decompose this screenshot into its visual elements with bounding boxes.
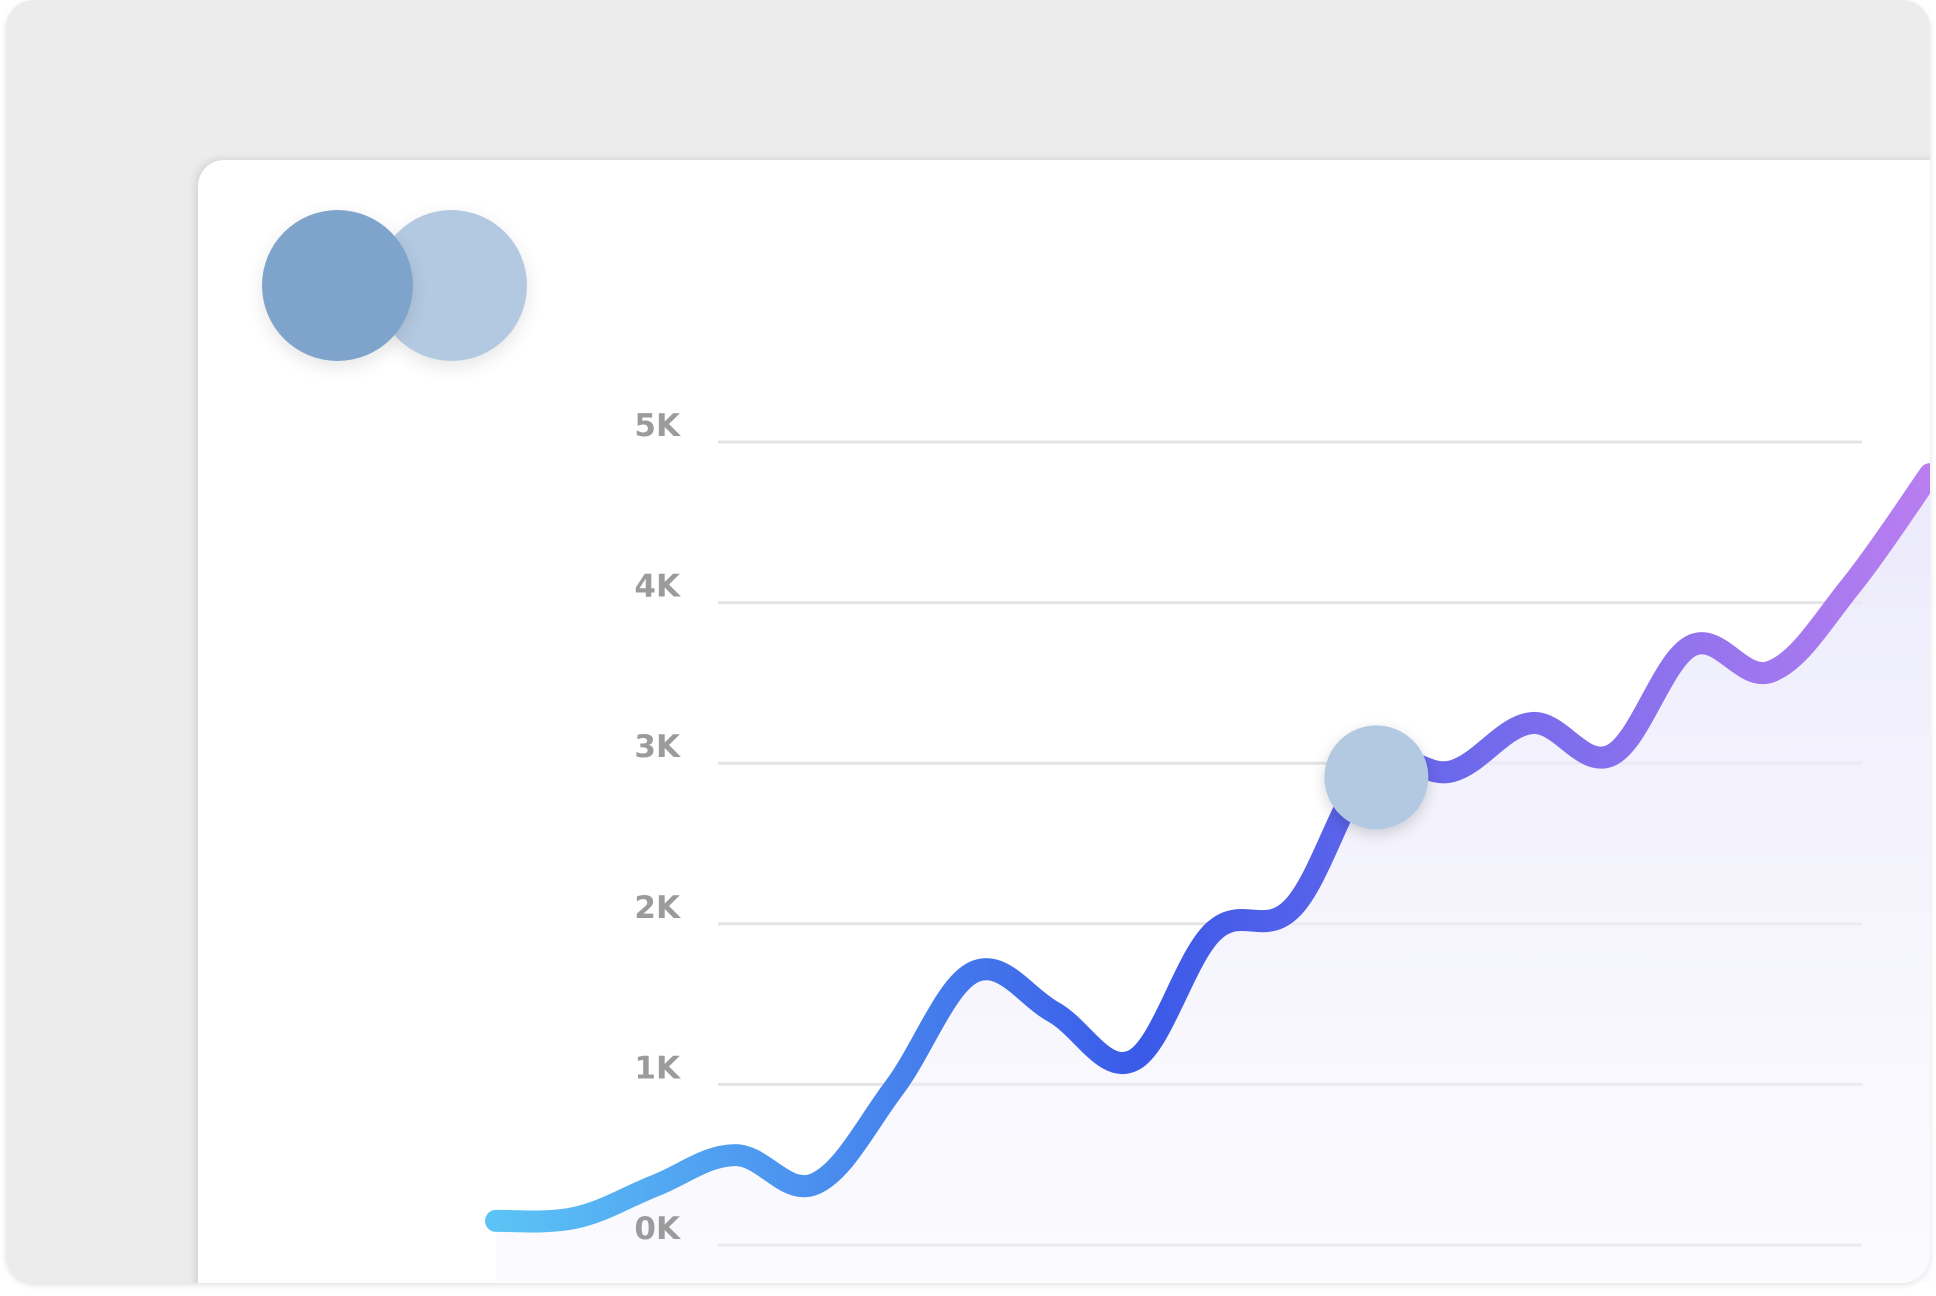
data-point [1449,768,1455,774]
data-point [493,1218,499,1224]
data-point [1927,471,1933,477]
highlight-marker[interactable] [1324,725,1429,830]
data-point [1847,584,1853,590]
y-tick-label: 3K [634,729,681,765]
data-point [652,1183,658,1189]
y-tick-label: 4K [634,569,681,605]
data-point [1608,752,1614,758]
data-point [732,1152,738,1158]
series-line [485,463,1930,1233]
avatar-group [262,210,542,370]
data-point [891,1085,897,1091]
data-point [573,1215,579,1221]
area-fill [496,474,1930,1282]
data-point [1688,643,1694,649]
data-point [812,1181,818,1187]
y-tick-label: 0K [634,1211,681,1247]
data-point [971,969,977,975]
data-point [1210,929,1216,935]
y-tick-label: 1K [634,1050,681,1086]
data-point [1290,905,1296,911]
y-tick-label: 2K [634,890,681,926]
data-point [1130,1057,1136,1063]
data-point [1768,669,1774,675]
y-tick-label: 5K [634,408,681,444]
data-point [1529,720,1535,726]
data-point [1051,1009,1057,1015]
avatar-front[interactable] [262,210,413,361]
